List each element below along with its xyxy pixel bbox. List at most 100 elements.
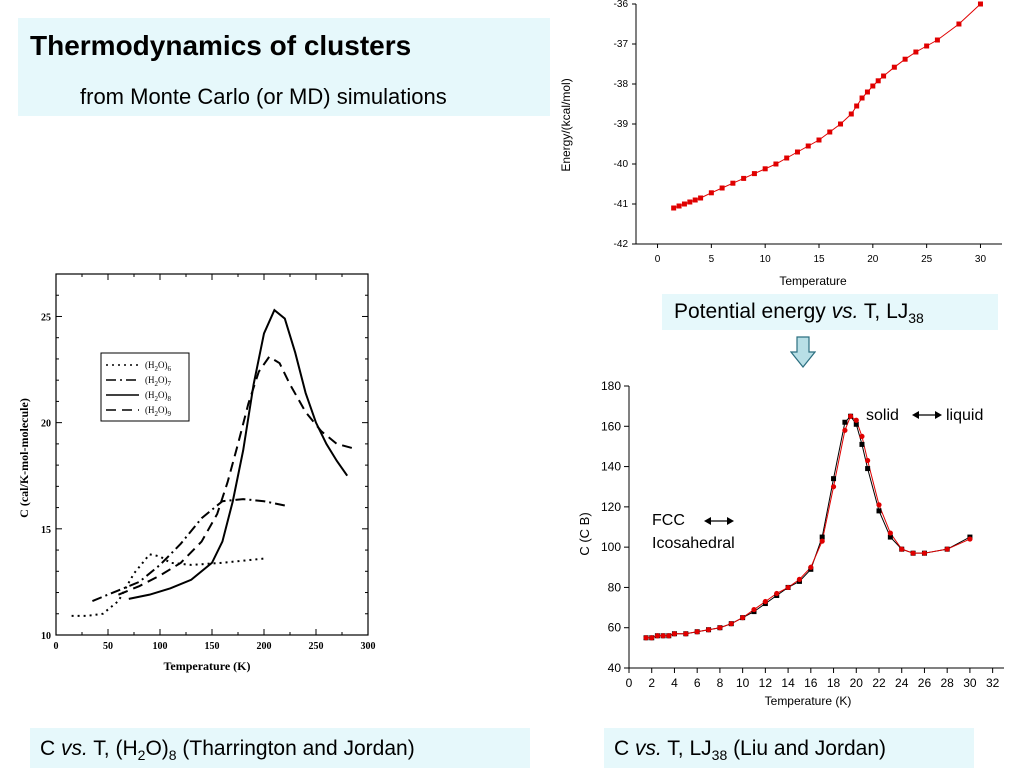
- energy-point: [762, 166, 768, 172]
- fcc-label: FCC: [652, 512, 685, 529]
- cv-point-black: [887, 534, 893, 540]
- cv-point-black: [819, 534, 825, 540]
- caption-pe-vs: vs.: [831, 300, 859, 323]
- cv-point-red: [967, 536, 973, 542]
- caption-lj-vs: vs.: [635, 737, 662, 760]
- energy-point: [687, 199, 693, 205]
- energy-point: [681, 201, 687, 207]
- cv-xtick: 6: [694, 676, 701, 690]
- energy-point: [881, 73, 887, 79]
- energy-chart: 0 5 10 15 20 25 30 -42 -41 -40 -39 -38 -37 -36 Temper…: [559, 0, 1002, 288]
- icosahedral-label: Icosahedral: [652, 535, 735, 552]
- solid-label: solid: [866, 407, 899, 424]
- energy-point: [698, 195, 704, 201]
- h2o-legend-entry: (H2O)8: [145, 390, 172, 403]
- energy-point: [902, 56, 908, 62]
- cv-point-red: [649, 635, 655, 641]
- slide-subtitle: from Monte Carlo (or MD) simulations: [80, 84, 447, 109]
- cv-ytick: 40: [608, 661, 622, 675]
- energy-point: [751, 171, 757, 177]
- energy-point: [708, 190, 714, 196]
- cv-ytick: 120: [601, 500, 621, 514]
- energy-point: [773, 161, 779, 167]
- cv-point-red: [853, 417, 859, 423]
- energy-xtick: 15: [813, 254, 825, 265]
- energy-ytick: -40: [614, 159, 629, 170]
- cv-point-red: [717, 625, 723, 631]
- energy-ytick: -38: [614, 79, 629, 90]
- solid-liquid-annotation: solid liquid: [866, 407, 983, 424]
- cv-series-line-0: [646, 415, 971, 639]
- h2o-ytick: 10: [41, 631, 51, 642]
- energy-xtick: 0: [655, 254, 661, 265]
- cv-point-red: [808, 564, 814, 570]
- cv-xtick: 30: [963, 676, 977, 690]
- cv-point-black: [853, 421, 859, 427]
- energy-xtick: 30: [975, 254, 987, 265]
- cv-xtick: 28: [941, 676, 955, 690]
- cv-xlabel: Temperature (K): [765, 694, 852, 708]
- cv-point-red: [785, 584, 791, 591]
- caption-h2o-sub1: 2: [137, 747, 146, 764]
- slide-title: Thermodynamics of clusters: [30, 30, 412, 61]
- energy-point: [924, 43, 930, 49]
- cv-ylabel: C (C B): [577, 512, 592, 555]
- h2o-xtick: 200: [257, 641, 272, 652]
- energy-point: [730, 180, 736, 186]
- energy-point: [891, 64, 897, 70]
- energy-ytick: -37: [614, 39, 629, 50]
- energy-point: [875, 78, 881, 84]
- lj38-heat-capacity-chart: 0 2 4 6 8 10 12 14 16 18 20 22 24 26 28 30 3240608010012…: [577, 379, 1004, 708]
- cv-xtick: 22: [872, 676, 886, 690]
- energy-ytick: -42: [614, 239, 629, 250]
- energy-point: [848, 111, 854, 117]
- cv-xtick: 12: [759, 676, 773, 690]
- cv-xtick: 4: [671, 676, 678, 690]
- cv-ytick: 60: [608, 621, 622, 635]
- h2o-ytick: 20: [41, 419, 51, 430]
- caption-lj-text-b: T, LJ: [661, 737, 712, 760]
- caption-lj-text: C: [614, 737, 635, 760]
- cv-point-red: [660, 633, 666, 639]
- cv-point-red: [705, 627, 712, 633]
- h2o-xlabel: Temperature (K): [164, 659, 251, 673]
- energy-point: [870, 83, 876, 89]
- h2o-legend-entry: (H2O)6: [145, 360, 172, 373]
- caption-potential-energy: Potential energy vs. T, LJ38: [662, 294, 998, 330]
- cv-xtick: 0: [626, 676, 633, 690]
- cv-point-red: [666, 633, 672, 639]
- cv-xtick: 2: [648, 676, 655, 690]
- energy-xtick: 5: [709, 254, 715, 265]
- energy-point: [838, 121, 844, 127]
- h2o-ytick: 15: [41, 525, 51, 536]
- caption-h2o-text: C: [40, 737, 61, 760]
- cv-ytick: 100: [601, 540, 621, 554]
- cv-point-black: [831, 476, 837, 482]
- h2o-legend-entry: (H2O)7: [145, 375, 172, 388]
- cv-xtick: 32: [986, 676, 1000, 690]
- cv-xtick: 8: [717, 676, 724, 690]
- caption-h2o-vs: vs.: [61, 737, 88, 760]
- energy-point: [854, 103, 860, 109]
- energy-point: [816, 137, 822, 143]
- h2o-series-9: [118, 355, 353, 596]
- energy-point: [805, 143, 811, 149]
- caption-pe-sub: 38: [908, 310, 924, 327]
- cv-ytick: 140: [601, 460, 621, 474]
- cv-point-red: [796, 576, 803, 582]
- cv-ytick: 160: [601, 419, 621, 433]
- cv-xtick: 10: [736, 676, 750, 690]
- cv-xtick: 14: [781, 676, 795, 690]
- title-box: Thermodynamics of clusters from Monte Ca…: [18, 18, 550, 116]
- caption-lj38-liu: C vs. T, LJ38 (Liu and Jordan): [604, 728, 974, 768]
- caption-pe-text: Potential energy: [674, 300, 832, 323]
- cv-point-red: [830, 484, 837, 490]
- cv-point-red: [654, 633, 661, 639]
- h2o-legend-entry: (H2O)9: [145, 405, 172, 418]
- energy-series-line: [673, 3, 981, 209]
- energy-point: [784, 155, 790, 161]
- cv-point-red: [944, 546, 950, 552]
- energy-point: [676, 203, 682, 209]
- cv-point-red: [842, 427, 848, 433]
- caption-h2o-text-b: T, (H: [87, 737, 138, 760]
